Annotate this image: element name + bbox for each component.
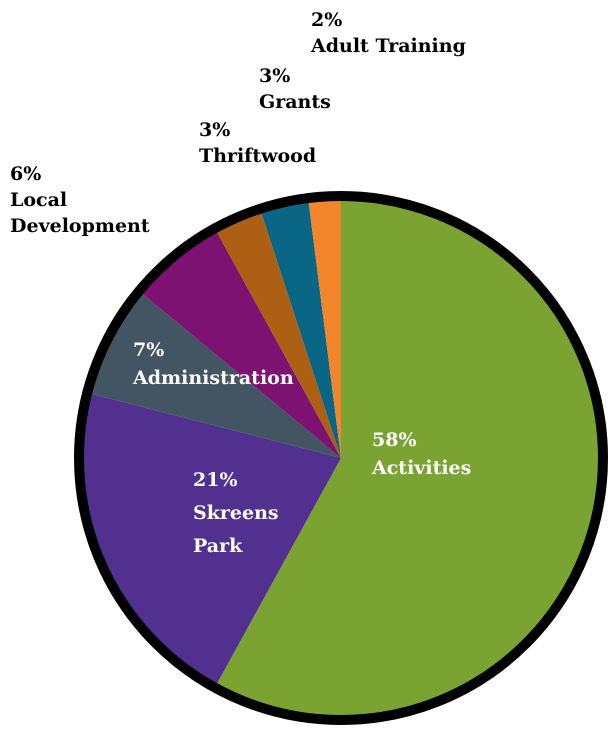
slice-label-local-development: 6% Local Development bbox=[10, 163, 150, 237]
category-label-local-development-line-1: Local bbox=[10, 189, 67, 211]
slice-label-thriftwood: 3% Thriftwood bbox=[199, 119, 316, 167]
category-label-activities: Activities bbox=[371, 457, 471, 479]
data-label-grants: 3% bbox=[259, 65, 290, 87]
pie-slice-grants bbox=[260, 198, 341, 458]
category-label-adult-training: Adult Training bbox=[310, 35, 466, 57]
slice-label-activities: 58% Activities bbox=[371, 429, 471, 479]
pie-outline bbox=[74, 191, 608, 725]
pie-slice-thriftwood bbox=[214, 208, 341, 458]
category-label-administration: Administration bbox=[132, 367, 294, 389]
slice-label-grants: 3% Grants bbox=[259, 65, 331, 113]
data-label-thriftwood: 3% bbox=[199, 119, 230, 141]
pie-slice-activities bbox=[214, 196, 604, 720]
slices-group bbox=[74, 191, 608, 725]
slice-label-adult-training: 2% Adult Training bbox=[310, 9, 466, 57]
data-label-adult-training: 2% bbox=[311, 9, 342, 31]
data-label-administration: 7% bbox=[133, 339, 164, 361]
category-label-skreens-park-line-1: Skreens bbox=[193, 502, 279, 524]
pie-slice-administration bbox=[87, 290, 342, 458]
slice-label-skreens-park: 21% Skreens Park bbox=[193, 469, 279, 557]
category-label-thriftwood: Thriftwood bbox=[199, 145, 316, 167]
pie-slice-adult-training bbox=[308, 196, 341, 458]
data-label-activities: 58% bbox=[372, 429, 417, 451]
category-label-grants: Grants bbox=[259, 91, 331, 113]
category-label-skreens-park-line-2: Park bbox=[193, 535, 243, 557]
category-label-local-development-line-2: Development bbox=[10, 215, 150, 237]
data-label-skreens-park: 21% bbox=[193, 469, 238, 491]
pie-slice-skreens-park bbox=[78, 392, 341, 688]
pie-slice-local-development bbox=[139, 228, 341, 458]
data-label-local-development: 6% bbox=[10, 163, 41, 185]
slice-label-administration: 7% Administration bbox=[132, 339, 294, 389]
labels-group: 58% Activities 21% Skreens Park 7% Administrat… bbox=[10, 9, 471, 557]
